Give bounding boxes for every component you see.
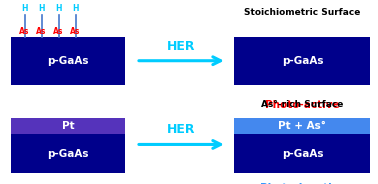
Text: As°-rich Surface: As°-rich Surface — [261, 100, 344, 109]
Bar — [234, 134, 370, 173]
Bar — [11, 134, 125, 173]
Text: HER: HER — [167, 123, 196, 136]
Text: As: As — [70, 27, 81, 36]
Text: Pt: Pt — [62, 121, 74, 131]
Text: As: As — [36, 27, 47, 36]
Bar — [11, 118, 125, 134]
Text: As: As — [53, 27, 64, 36]
Text: Photo-active: Photo-active — [265, 100, 340, 110]
Text: Pt + As°: Pt + As° — [279, 121, 326, 131]
Text: As: As — [19, 27, 30, 36]
Text: H: H — [55, 4, 62, 13]
Text: H: H — [21, 4, 28, 13]
Text: Photo-inactive: Photo-inactive — [260, 183, 345, 184]
Bar — [234, 37, 370, 85]
Text: H: H — [38, 4, 45, 13]
Text: H: H — [72, 4, 79, 13]
Text: p-GaAs: p-GaAs — [47, 56, 89, 66]
Bar — [234, 118, 370, 134]
Text: p-GaAs: p-GaAs — [282, 56, 323, 66]
Text: Stoichiometric Surface: Stoichiometric Surface — [244, 8, 361, 17]
Text: HER: HER — [167, 40, 196, 52]
Text: p-GaAs: p-GaAs — [47, 149, 89, 159]
Bar — [11, 37, 125, 85]
Text: p-GaAs: p-GaAs — [282, 149, 323, 159]
